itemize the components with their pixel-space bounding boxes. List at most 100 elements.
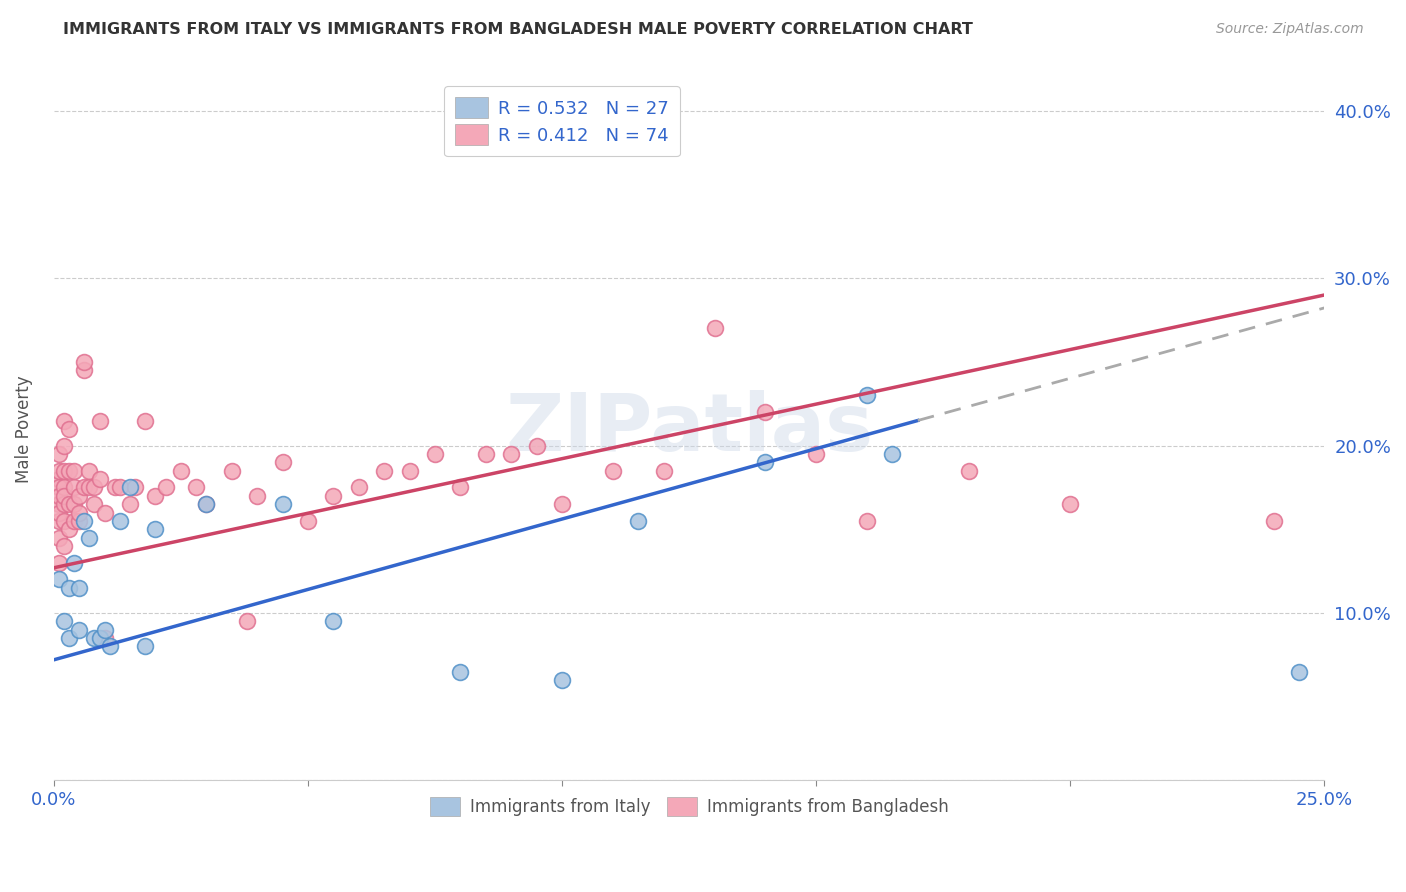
Point — [186, 480, 208, 494]
Point — [48, 480, 70, 494]
Point — [526, 439, 548, 453]
Point — [48, 447, 70, 461]
Point — [83, 631, 105, 645]
Point — [347, 480, 370, 494]
Point — [449, 665, 471, 679]
Point — [73, 480, 96, 494]
Point — [957, 464, 980, 478]
Point — [48, 506, 70, 520]
Point — [627, 514, 650, 528]
Point — [58, 522, 80, 536]
Point — [58, 497, 80, 511]
Point — [79, 531, 101, 545]
Point — [170, 464, 193, 478]
Point — [48, 489, 70, 503]
Point — [93, 623, 115, 637]
Point — [67, 623, 90, 637]
Point — [48, 497, 70, 511]
Point — [856, 388, 879, 402]
Text: Source: ZipAtlas.com: Source: ZipAtlas.com — [1216, 22, 1364, 37]
Point — [58, 464, 80, 478]
Point — [551, 497, 574, 511]
Point — [48, 464, 70, 478]
Point — [48, 531, 70, 545]
Point — [271, 455, 294, 469]
Point — [63, 497, 86, 511]
Point — [67, 514, 90, 528]
Point — [48, 573, 70, 587]
Point — [53, 489, 76, 503]
Point — [195, 497, 218, 511]
Point — [98, 640, 121, 654]
Point — [1263, 514, 1285, 528]
Point — [53, 480, 76, 494]
Point — [856, 514, 879, 528]
Point — [48, 556, 70, 570]
Point — [53, 514, 76, 528]
Point — [89, 472, 111, 486]
Point — [63, 480, 86, 494]
Point — [134, 640, 156, 654]
Text: ZIPatlas: ZIPatlas — [505, 390, 873, 468]
Point — [108, 514, 131, 528]
Point — [134, 413, 156, 427]
Point — [83, 480, 105, 494]
Point — [79, 480, 101, 494]
Point — [67, 581, 90, 595]
Point — [449, 480, 471, 494]
Point — [89, 631, 111, 645]
Point — [53, 615, 76, 629]
Point — [53, 539, 76, 553]
Point — [373, 464, 395, 478]
Legend: Immigrants from Italy, Immigrants from Bangladesh: Immigrants from Italy, Immigrants from B… — [422, 789, 957, 825]
Point — [271, 497, 294, 511]
Point — [58, 631, 80, 645]
Point — [53, 497, 76, 511]
Point — [155, 480, 177, 494]
Point — [48, 514, 70, 528]
Point — [89, 413, 111, 427]
Point — [1059, 497, 1081, 511]
Point — [145, 489, 167, 503]
Point — [652, 464, 675, 478]
Point — [58, 581, 80, 595]
Point — [58, 422, 80, 436]
Point — [79, 464, 101, 478]
Point — [48, 472, 70, 486]
Point — [551, 673, 574, 687]
Point — [120, 480, 142, 494]
Point — [754, 455, 776, 469]
Point — [195, 497, 218, 511]
Point — [236, 615, 259, 629]
Point — [67, 506, 90, 520]
Point — [398, 464, 420, 478]
Point — [754, 405, 776, 419]
Point — [221, 464, 243, 478]
Point — [53, 413, 76, 427]
Point — [423, 447, 446, 461]
Point — [145, 522, 167, 536]
Point — [322, 615, 344, 629]
Point — [63, 556, 86, 570]
Point — [93, 631, 115, 645]
Point — [104, 480, 127, 494]
Point — [297, 514, 319, 528]
Point — [501, 447, 523, 461]
Y-axis label: Male Poverty: Male Poverty — [15, 375, 32, 483]
Point — [67, 489, 90, 503]
Text: IMMIGRANTS FROM ITALY VS IMMIGRANTS FROM BANGLADESH MALE POVERTY CORRELATION CHA: IMMIGRANTS FROM ITALY VS IMMIGRANTS FROM… — [63, 22, 973, 37]
Point — [93, 506, 115, 520]
Point — [322, 489, 344, 503]
Point — [124, 480, 146, 494]
Point — [73, 363, 96, 377]
Point — [73, 514, 96, 528]
Point — [53, 439, 76, 453]
Point — [108, 480, 131, 494]
Point — [53, 464, 76, 478]
Point — [1288, 665, 1310, 679]
Point — [475, 447, 498, 461]
Point — [63, 464, 86, 478]
Point — [73, 355, 96, 369]
Point — [83, 497, 105, 511]
Point — [63, 514, 86, 528]
